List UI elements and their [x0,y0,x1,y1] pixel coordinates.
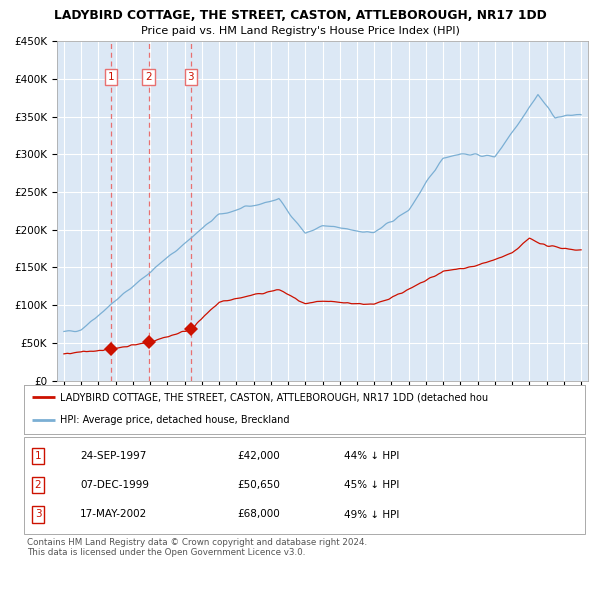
Text: 1: 1 [107,72,114,82]
Text: LADYBIRD COTTAGE, THE STREET, CASTON, ATTLEBOROUGH, NR17 1DD (detached hou: LADYBIRD COTTAGE, THE STREET, CASTON, AT… [61,392,488,402]
Text: 2: 2 [35,480,41,490]
Text: 3: 3 [188,72,194,82]
Text: Price paid vs. HM Land Registry's House Price Index (HPI): Price paid vs. HM Land Registry's House … [140,26,460,36]
Text: Contains HM Land Registry data © Crown copyright and database right 2024.
This d: Contains HM Land Registry data © Crown c… [27,538,367,558]
Text: 2: 2 [146,72,152,82]
Text: 17-MAY-2002: 17-MAY-2002 [80,510,148,519]
Text: 07-DEC-1999: 07-DEC-1999 [80,480,149,490]
Text: 44% ↓ HPI: 44% ↓ HPI [344,451,399,461]
Text: £42,000: £42,000 [237,451,280,461]
Text: £68,000: £68,000 [237,510,280,519]
Text: LADYBIRD COTTAGE, THE STREET, CASTON, ATTLEBOROUGH, NR17 1DD: LADYBIRD COTTAGE, THE STREET, CASTON, AT… [53,9,547,22]
Text: 1: 1 [35,451,41,461]
Text: 3: 3 [35,510,41,519]
Text: £50,650: £50,650 [237,480,280,490]
Text: 45% ↓ HPI: 45% ↓ HPI [344,480,399,490]
Text: HPI: Average price, detached house, Breckland: HPI: Average price, detached house, Brec… [61,415,290,425]
Text: 24-SEP-1997: 24-SEP-1997 [80,451,146,461]
Text: 49% ↓ HPI: 49% ↓ HPI [344,510,399,519]
